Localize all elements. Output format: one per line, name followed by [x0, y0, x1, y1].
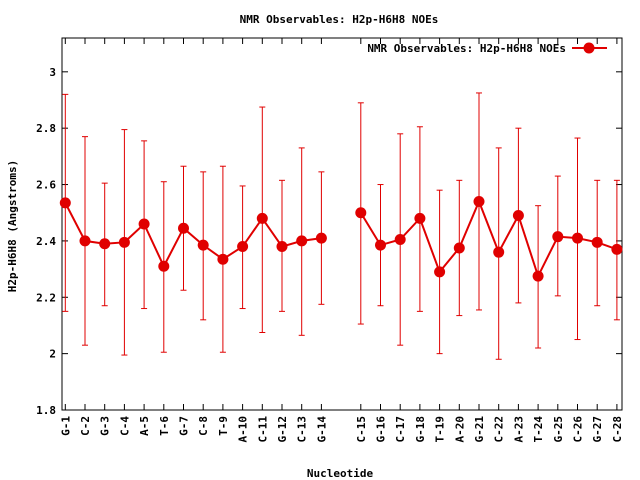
y-axis: 1.8 2 2.2 2.4 2.6 2.8 3	[36, 66, 622, 417]
y-tick-label: 2	[49, 348, 56, 361]
data-point	[237, 241, 249, 253]
x-tick-label: G-3	[99, 416, 112, 436]
data-point	[591, 236, 603, 248]
data-point	[217, 253, 229, 265]
data-point	[197, 239, 209, 251]
x-tick-label: A-23	[512, 416, 525, 443]
x-tick-label: G-14	[315, 416, 328, 443]
x-tick-label: G-18	[414, 416, 427, 443]
data-point	[434, 266, 446, 278]
x-tick-label: T-24	[532, 416, 545, 443]
x-tick-label: T-9	[217, 416, 230, 436]
legend: NMR Observables: H2p-H6H8 NOEs	[367, 42, 607, 55]
data-point	[79, 235, 91, 247]
data-point	[256, 212, 268, 224]
data-point	[552, 231, 564, 243]
x-tick-label: C-8	[197, 416, 210, 436]
legend-marker	[583, 42, 595, 54]
x-tick-label: G-21	[473, 416, 486, 443]
y-tick-label: 2.6	[36, 179, 56, 192]
chart-title: NMR Observables: H2p-H6H8 NOEs	[240, 13, 439, 26]
series-group	[59, 92, 623, 360]
series-line	[64, 202, 322, 269]
x-tick-label: G-16	[375, 416, 388, 443]
data-point	[394, 234, 406, 245]
x-tick-label: A-5	[138, 416, 151, 436]
x-tick-label: C-15	[355, 416, 368, 443]
data-point	[572, 232, 583, 244]
data-point	[611, 243, 623, 255]
data-point	[453, 242, 465, 254]
data-point	[315, 232, 327, 244]
x-axis-label: Nucleotide	[307, 467, 374, 480]
y-tick-label: 1.8	[36, 404, 56, 417]
x-tick-label: C-2	[79, 416, 92, 436]
x-tick-label: T-19	[434, 416, 447, 443]
x-tick-label: T-6	[158, 416, 171, 436]
data-point	[414, 212, 426, 224]
x-tick-label: A-20	[453, 416, 466, 443]
data-point	[473, 195, 485, 207]
x-tick-label: G-27	[591, 416, 604, 443]
data-point	[59, 197, 71, 209]
data-point	[118, 236, 130, 248]
data-point	[276, 241, 288, 253]
x-tick-label: G-12	[276, 416, 289, 443]
data-point	[532, 270, 544, 282]
data-point	[512, 210, 524, 222]
data-point	[296, 235, 308, 247]
data-point	[99, 238, 111, 250]
legend-label: NMR Observables: H2p-H6H8 NOEs	[367, 42, 566, 55]
data-point	[493, 246, 505, 258]
x-tick-label: C-13	[296, 416, 309, 443]
y-tick-label: 3	[49, 66, 56, 79]
y-tick-label: 2.2	[36, 291, 56, 304]
data-point	[158, 260, 170, 272]
plot-frame	[61, 37, 623, 411]
x-tick-label: C-28	[611, 416, 624, 443]
y-axis-label: H2p-H6H8 (Angstroms)	[6, 160, 19, 292]
data-point	[178, 222, 189, 234]
data-point	[138, 218, 150, 230]
data-point	[375, 239, 386, 251]
y-tick-label: 2.8	[36, 122, 56, 135]
y-tick-label: 2.4	[36, 235, 56, 248]
data-point	[355, 207, 367, 219]
x-axis: G-1 C-2 G-3 C-4 A-5 T-6 G-7 C-8 T-9 A-10 C-11 G-12 C…	[59, 38, 624, 443]
x-tick-label: G-25	[552, 416, 565, 443]
x-tick-label: C-4	[118, 416, 131, 436]
x-tick-label: G-7	[178, 416, 191, 436]
x-tick-label: C-17	[394, 416, 407, 443]
x-tick-label: G-1	[59, 416, 72, 436]
x-tick-label: C-22	[493, 416, 506, 443]
x-tick-label: C-11	[256, 416, 269, 443]
x-tick-label: A-10	[237, 416, 250, 443]
x-tick-label: C-26	[572, 416, 585, 443]
